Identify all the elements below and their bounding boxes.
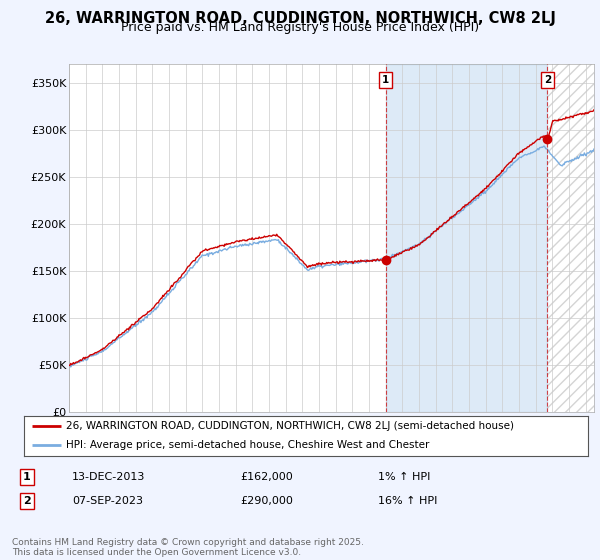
Text: 07-SEP-2023: 07-SEP-2023 (72, 496, 143, 506)
Text: 1% ↑ HPI: 1% ↑ HPI (378, 472, 430, 482)
Text: 13-DEC-2013: 13-DEC-2013 (72, 472, 145, 482)
Text: 26, WARRINGTON ROAD, CUDDINGTON, NORTHWICH, CW8 2LJ (semi-detached house): 26, WARRINGTON ROAD, CUDDINGTON, NORTHWI… (66, 421, 514, 431)
Text: £162,000: £162,000 (240, 472, 293, 482)
Text: 2: 2 (23, 496, 31, 506)
Bar (386, 64, 547, 412)
Text: 1: 1 (382, 75, 389, 85)
Text: £290,000: £290,000 (240, 496, 293, 506)
Text: 1: 1 (23, 472, 31, 482)
Bar (547, 64, 594, 412)
Bar (547, 64, 594, 412)
Text: 26, WARRINGTON ROAD, CUDDINGTON, NORTHWICH, CW8 2LJ: 26, WARRINGTON ROAD, CUDDINGTON, NORTHWI… (44, 11, 556, 26)
Text: 2: 2 (544, 75, 551, 85)
Text: HPI: Average price, semi-detached house, Cheshire West and Chester: HPI: Average price, semi-detached house,… (66, 440, 430, 450)
Text: Contains HM Land Registry data © Crown copyright and database right 2025.
This d: Contains HM Land Registry data © Crown c… (12, 538, 364, 557)
Text: 16% ↑ HPI: 16% ↑ HPI (378, 496, 437, 506)
Text: Price paid vs. HM Land Registry's House Price Index (HPI): Price paid vs. HM Land Registry's House … (121, 21, 479, 34)
